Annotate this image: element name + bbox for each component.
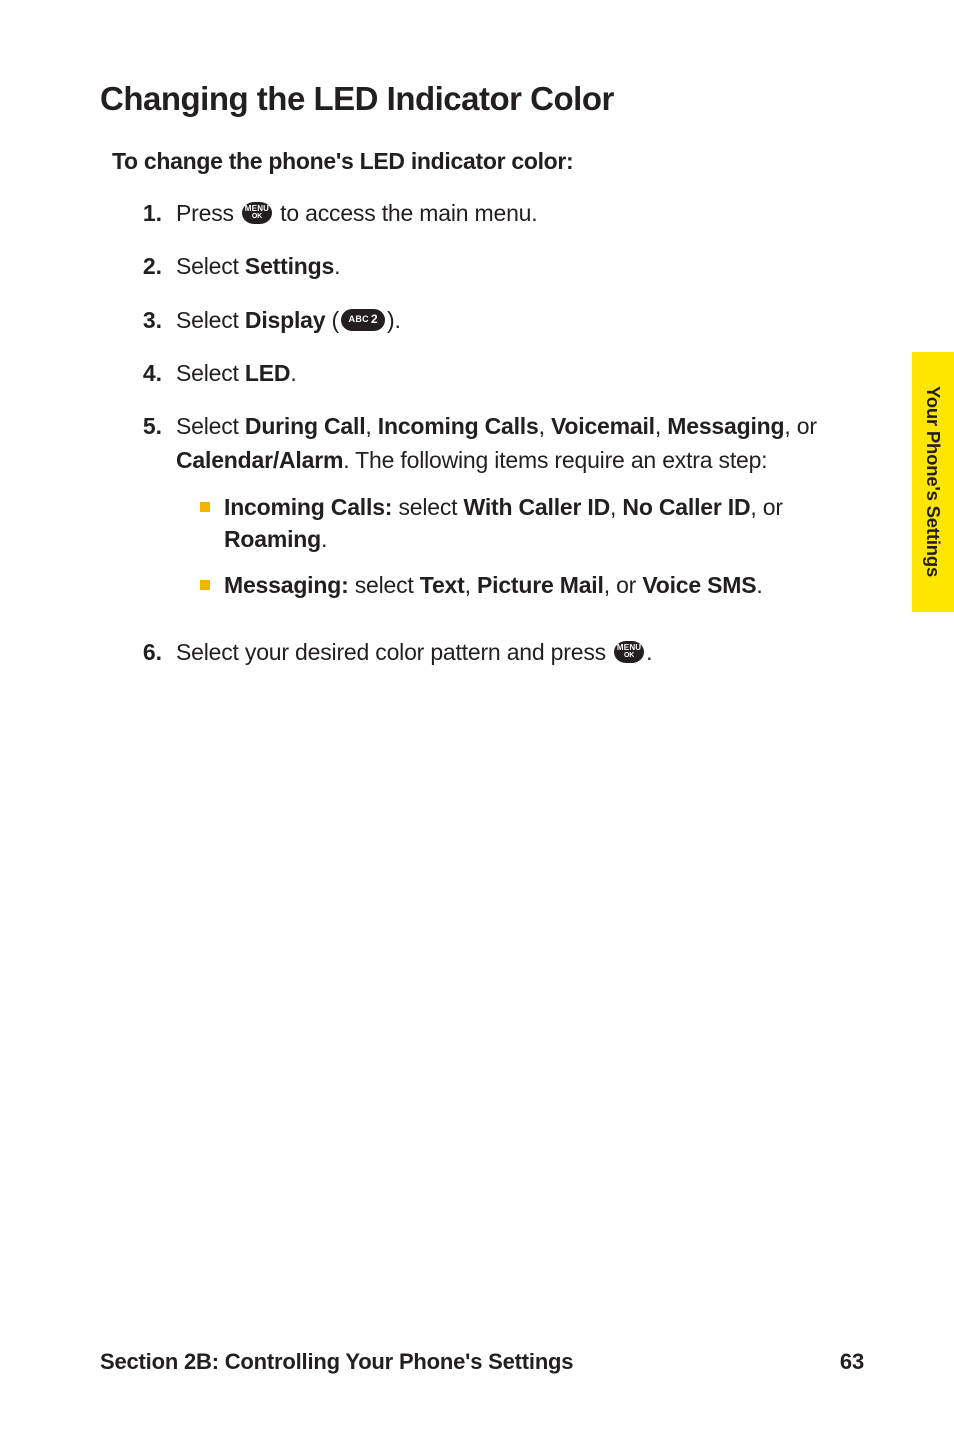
step-body: Press MENUOK to access the main menu.: [176, 197, 864, 230]
bold-text: Incoming Calls: [378, 413, 539, 439]
footer-page-number: 63: [840, 1349, 864, 1375]
step-number: 5.: [130, 410, 176, 443]
step-number: 4.: [130, 357, 176, 390]
instruction-subheading: To change the phone's LED indicator colo…: [112, 148, 864, 175]
bold-text: Voice SMS: [642, 572, 756, 598]
bullet-icon: [200, 502, 210, 512]
step-body: Select During Call, Incoming Calls, Voic…: [176, 410, 864, 615]
page: Changing the LED Indicator Color To chan…: [0, 0, 954, 1431]
section-side-tab: Your Phone's Settings: [912, 352, 954, 612]
step-item: 6.Select your desired color pattern and …: [130, 636, 864, 669]
footer-section-label: Section 2B: Controlling Your Phone's Set…: [100, 1349, 573, 1375]
steps-list: 1.Press MENUOK to access the main menu.2…: [130, 197, 864, 669]
sub-list-item: Incoming Calls: select With Caller ID, N…: [200, 491, 864, 555]
bold-text: Calendar/Alarm: [176, 447, 343, 473]
sub-item-text: Messaging: select Text, Picture Mail, or…: [224, 569, 763, 601]
step-number: 1.: [130, 197, 176, 230]
step-item: 3.Select Display (ABC2).: [130, 304, 864, 337]
step-item: 2.Select Settings.: [130, 250, 864, 283]
bold-text: Messaging: [667, 413, 784, 439]
step-number: 3.: [130, 304, 176, 337]
bold-text: Picture Mail: [477, 572, 604, 598]
step-body: Select Display (ABC2).: [176, 304, 864, 337]
bold-text: During Call: [245, 413, 365, 439]
sub-list: Incoming Calls: select With Caller ID, N…: [200, 491, 864, 602]
bold-text: Incoming Calls:: [224, 494, 392, 520]
step-item: 5.Select During Call, Incoming Calls, Vo…: [130, 410, 864, 615]
menu-ok-icon: MENUOK: [242, 202, 272, 224]
sub-item-text: Incoming Calls: select With Caller ID, N…: [224, 491, 864, 555]
step-body: Select LED.: [176, 357, 864, 390]
bold-text: No Caller ID: [622, 494, 750, 520]
page-footer: Section 2B: Controlling Your Phone's Set…: [100, 1349, 864, 1375]
bullet-icon: [200, 580, 210, 590]
sub-list-item: Messaging: select Text, Picture Mail, or…: [200, 569, 864, 601]
menu-ok-icon: MENUOK: [614, 641, 644, 663]
side-tab-label: Your Phone's Settings: [922, 386, 944, 577]
bold-text: Display: [245, 307, 325, 333]
step-item: 1.Press MENUOK to access the main menu.: [130, 197, 864, 230]
bold-text: Roaming: [224, 526, 321, 552]
bold-text: With Caller ID: [464, 494, 611, 520]
bold-text: Text: [420, 572, 465, 598]
abc-2-key-icon: ABC2: [341, 309, 385, 331]
step-body: Select Settings.: [176, 250, 864, 283]
bold-text: Messaging:: [224, 572, 349, 598]
step-item: 4.Select LED.: [130, 357, 864, 390]
bold-text: LED: [245, 360, 290, 386]
step-body: Select your desired color pattern and pr…: [176, 636, 864, 669]
bold-text: Settings: [245, 253, 334, 279]
step-number: 6.: [130, 636, 176, 669]
step-number: 2.: [130, 250, 176, 283]
bold-text: Voicemail: [551, 413, 655, 439]
page-heading: Changing the LED Indicator Color: [100, 80, 864, 118]
